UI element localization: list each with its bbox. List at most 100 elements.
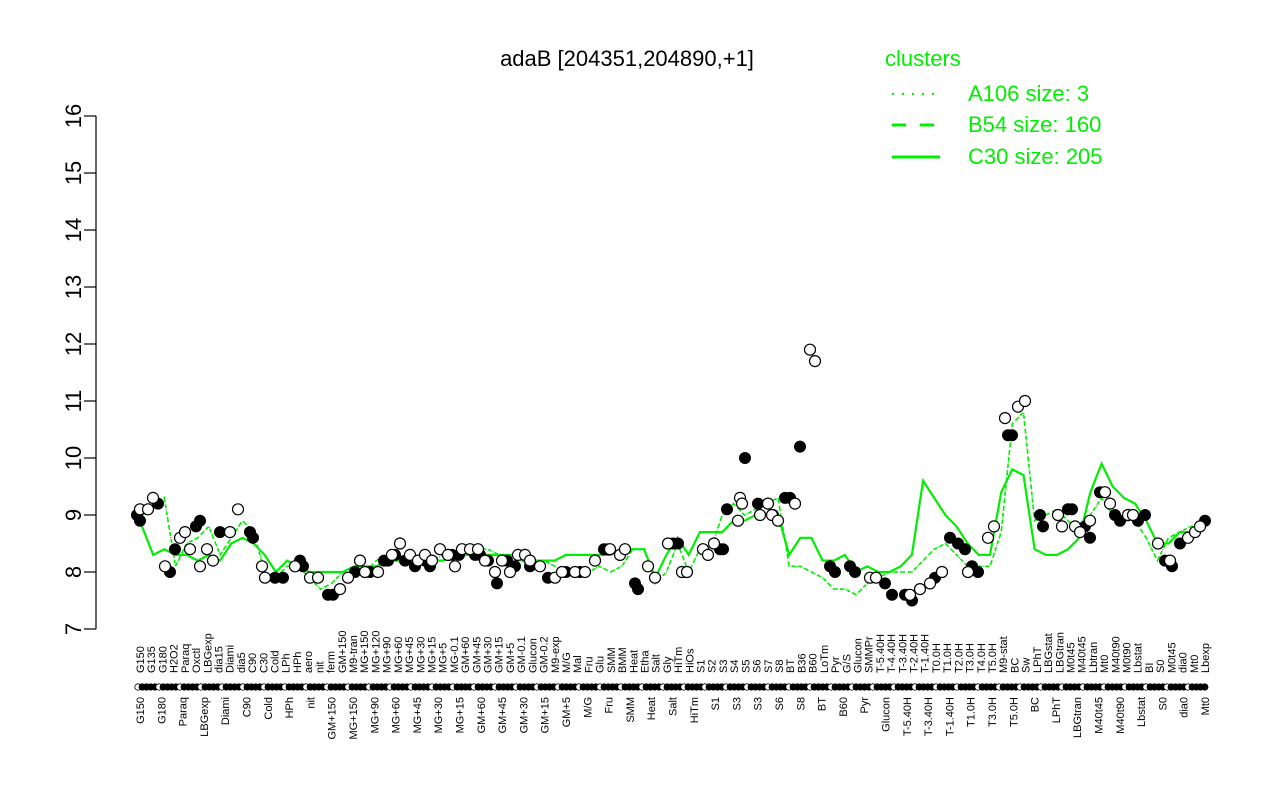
x-tick-label: Heat bbox=[628, 650, 640, 673]
x-tick-label: MG+30 bbox=[433, 697, 445, 733]
y-tick-label: 15 bbox=[61, 161, 86, 185]
x-tick-label: MG+15 bbox=[455, 697, 467, 733]
data-point-open bbox=[731, 514, 745, 527]
x-tick-label: BT bbox=[817, 697, 829, 711]
x-tick-label: BC bbox=[1009, 658, 1021, 673]
x-tick-label: LPhT bbox=[1032, 646, 1044, 673]
x-tick-label: GM+60 bbox=[460, 637, 472, 673]
data-point-open bbox=[200, 543, 214, 556]
data-point-open bbox=[478, 554, 492, 567]
x-tick-label: M0t90 bbox=[1122, 642, 1134, 673]
x-tick-label: Lbstat bbox=[1136, 697, 1148, 727]
data-point-filled bbox=[752, 497, 764, 510]
data-point-open bbox=[523, 554, 537, 567]
y-tick-label: 14 bbox=[61, 218, 86, 242]
x-tick-label: T-1.40H bbox=[920, 634, 932, 673]
x-tick-label: Diami bbox=[225, 645, 237, 673]
data-point-open bbox=[568, 565, 582, 579]
x-tick-label: T4.0H bbox=[976, 643, 988, 673]
legend-label-b54: B54 size: 160 bbox=[968, 112, 1101, 137]
x-tick-label: S1 bbox=[710, 697, 722, 710]
data-point-open bbox=[701, 548, 715, 562]
data-point-open bbox=[788, 497, 802, 510]
x-tick-label: MG+45 bbox=[412, 697, 424, 733]
data-point-open bbox=[288, 560, 302, 573]
x-tick-label: Salt bbox=[651, 654, 663, 673]
data-point-filled bbox=[1037, 520, 1049, 533]
x-tick-label: G150 bbox=[135, 697, 147, 724]
data-point-open bbox=[761, 497, 775, 510]
data-point-open bbox=[735, 497, 749, 510]
data-point-open bbox=[158, 560, 172, 573]
data-point-filled bbox=[959, 543, 971, 556]
data-point-open bbox=[358, 565, 372, 579]
x-tick-label: C90 bbox=[242, 697, 254, 717]
x-tick-label: Mt0 bbox=[1200, 697, 1212, 715]
data-point-filled bbox=[1006, 429, 1018, 442]
data-point-open bbox=[1073, 525, 1087, 539]
x-tick-label: Glucon bbox=[881, 697, 893, 732]
x-tick-label: BT bbox=[785, 659, 797, 673]
data-point-open bbox=[923, 577, 937, 590]
x-tick-label: LBGtran bbox=[1054, 632, 1066, 673]
data-point-open bbox=[385, 548, 399, 562]
x-tick-label: LBGstat bbox=[1043, 633, 1055, 673]
data-point-open bbox=[641, 560, 655, 573]
data-point-filled bbox=[632, 583, 644, 596]
data-point-filled bbox=[794, 440, 806, 453]
x-tick-label: Mt0 bbox=[1189, 655, 1201, 673]
x-tick-label: M40t45 bbox=[1077, 636, 1089, 673]
x-tick-label: B60 bbox=[838, 697, 850, 717]
x-tick-label: T-1.40H bbox=[944, 697, 956, 736]
x-tick-label: Glucon bbox=[853, 638, 865, 673]
x-tick-label: MG+150 bbox=[348, 697, 360, 740]
x-tick-label: MG+15 bbox=[427, 637, 439, 673]
data-point-open bbox=[471, 543, 485, 556]
x-tick-label: MG+45 bbox=[404, 637, 416, 673]
x-tick-label: T-3.40H bbox=[923, 697, 935, 736]
data-point-open bbox=[495, 554, 509, 567]
data-point-open bbox=[178, 525, 192, 539]
x-tick-label: SMMPr bbox=[864, 636, 876, 673]
x-tick-label: dia0 bbox=[1178, 652, 1190, 673]
x-tick-label: C30 bbox=[258, 653, 270, 673]
x-tick-label: Fru bbox=[583, 657, 595, 674]
data-point-filled bbox=[972, 566, 984, 578]
data-point-open bbox=[425, 554, 439, 567]
x-tick-label: T-5.40H bbox=[902, 697, 914, 736]
x-tick-label: T5.0H bbox=[1008, 697, 1020, 727]
data-point-open bbox=[603, 543, 617, 556]
x-tick-label: M/G bbox=[582, 697, 594, 718]
legend-label-c30: C30 size: 205 bbox=[968, 144, 1103, 169]
data-point-filled bbox=[1034, 509, 1046, 521]
data-point-open bbox=[588, 554, 602, 567]
x-tick-label: S8 bbox=[774, 660, 786, 673]
x-tick-label: MG+30 bbox=[415, 637, 427, 673]
data-point-open bbox=[771, 514, 785, 527]
data-point-open bbox=[503, 565, 517, 579]
x-tick-label: M0t45 bbox=[1066, 642, 1078, 673]
data-point-open bbox=[488, 565, 502, 579]
x-tick-label: GM-0.2 bbox=[539, 636, 551, 673]
chart-title: adaB [204351,204890,+1] bbox=[500, 46, 754, 71]
x-tick-label: LPh bbox=[281, 653, 293, 673]
x-tick-label: Pyr bbox=[859, 697, 871, 714]
x-tick-label: Gly bbox=[662, 656, 674, 673]
data-point-open bbox=[1126, 508, 1140, 522]
x-tick-label: Pyr bbox=[830, 656, 842, 673]
x-tick-label: Paraq bbox=[178, 697, 190, 726]
data-point-filled bbox=[739, 452, 751, 464]
data-point-filled bbox=[886, 588, 898, 601]
x-tick-label: G150 bbox=[135, 646, 147, 673]
y-tick-label: 10 bbox=[61, 446, 86, 470]
data-point-open bbox=[753, 508, 767, 522]
x-tick-label: LBGtran bbox=[1072, 697, 1084, 738]
x-tick-label: S4 bbox=[729, 660, 741, 673]
x-tick-label: B60 bbox=[808, 653, 820, 673]
data-point-filled bbox=[944, 531, 956, 544]
x-tick-label: S0 bbox=[1155, 660, 1167, 673]
data-point-filled bbox=[829, 566, 841, 578]
x-tick-label: MG+150 bbox=[359, 631, 371, 674]
data-point-open bbox=[961, 565, 975, 579]
rug-mark bbox=[1201, 683, 1209, 691]
